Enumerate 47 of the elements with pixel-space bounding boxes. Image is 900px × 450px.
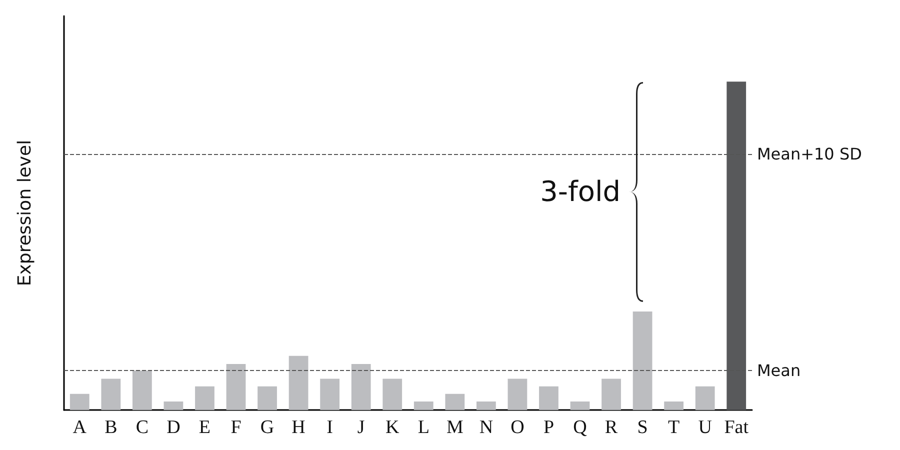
bar <box>602 378 621 410</box>
bar <box>695 386 715 410</box>
bar <box>382 378 402 410</box>
x-tick-label: S <box>637 417 648 438</box>
bar <box>164 401 184 410</box>
bar <box>132 370 152 410</box>
x-tick-label: D <box>166 417 180 438</box>
bar <box>226 364 246 410</box>
bar <box>445 394 465 410</box>
x-tick-label: A <box>72 417 87 438</box>
bar <box>414 401 434 410</box>
bar <box>70 394 90 410</box>
x-tick-label: B <box>104 417 118 438</box>
x-tick-label: R <box>604 417 618 438</box>
bar <box>351 364 371 410</box>
x-tick-label: C <box>136 417 149 438</box>
x-tick-label: L <box>418 417 430 438</box>
ref-line-label: Mean <box>757 361 801 380</box>
x-tick-label: K <box>385 417 400 438</box>
bar <box>508 378 528 410</box>
x-tick-label: U <box>698 417 712 438</box>
bar <box>195 386 214 410</box>
bar <box>258 386 277 410</box>
x-tick-label: F <box>230 417 242 438</box>
x-tick-label: T <box>668 417 680 438</box>
x-tick-label: O <box>510 417 524 438</box>
x-tick-label: Fat <box>724 417 750 438</box>
x-tick-label: N <box>479 417 494 438</box>
bar <box>632 312 652 410</box>
bar <box>476 401 496 410</box>
bar <box>570 401 590 410</box>
bar <box>320 378 340 410</box>
bar <box>101 378 121 410</box>
x-tick-label: G <box>260 417 274 438</box>
bar <box>664 401 684 410</box>
x-tick-label: M <box>446 417 464 438</box>
x-tick-label: Q <box>573 417 588 438</box>
bar <box>288 356 308 410</box>
bar <box>539 386 558 410</box>
x-tick-label: H <box>292 417 306 438</box>
y-axis-title: Expression level <box>14 140 36 286</box>
x-tick-label: J <box>357 417 365 438</box>
x-tick-label: I <box>326 417 333 438</box>
ref-line-label: Mean+10 SD <box>757 144 862 164</box>
x-tick-label: E <box>198 417 211 438</box>
x-tick-label: P <box>543 417 554 438</box>
annotation: 3-fold <box>540 175 621 208</box>
